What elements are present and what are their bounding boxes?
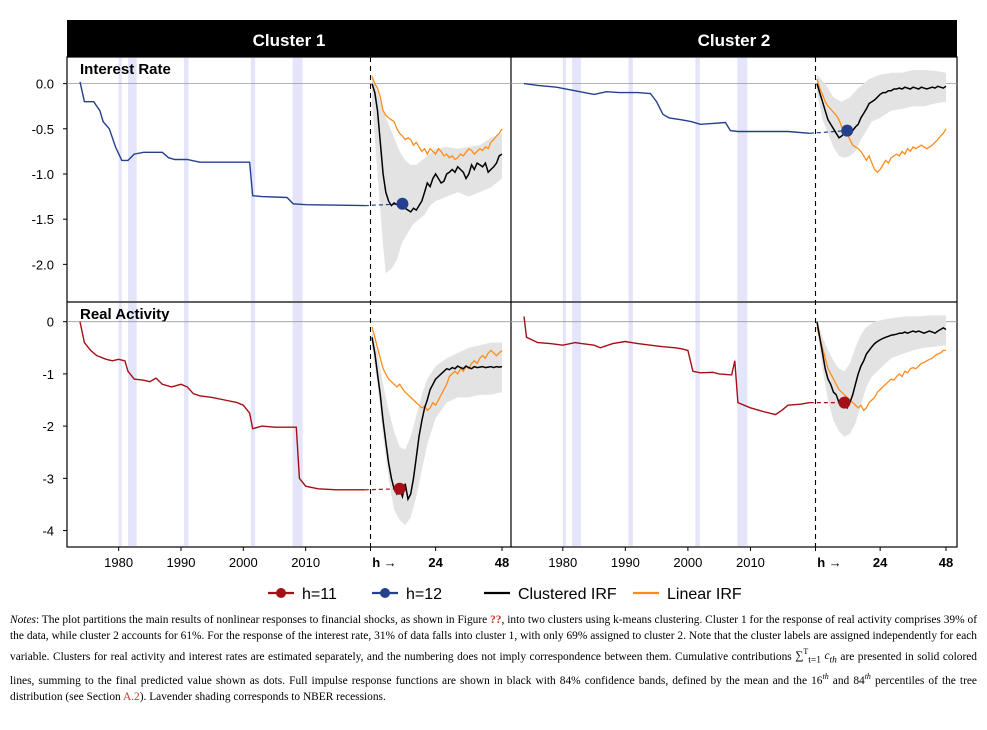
irf-cluster-figure: Cluster 1 Cluster 2 Interest Rate 0.0 -0.5 -1…: [32, 20, 958, 603]
row-title: Real Activity: [80, 306, 170, 323]
linear-irf-line: [371, 76, 503, 161]
clustered-irf-line: [816, 321, 947, 410]
predicted-value-dot: [393, 482, 406, 495]
panel-3: [67, 321, 511, 526]
predicted-value-dot: [838, 396, 851, 409]
panel-2: [511, 70, 957, 174]
legend-label: h=11: [302, 586, 337, 603]
y-tick-label: -1: [42, 367, 54, 382]
x-tick-label: 2000: [229, 555, 258, 570]
cumulative-contribution-line: [523, 82, 810, 134]
recession-band: [184, 58, 189, 301]
cumulative-contribution-line: [79, 321, 365, 491]
panel-1: [67, 74, 511, 274]
clustered-irf-line: [816, 83, 947, 139]
notes-label: Notes: [10, 614, 36, 626]
legend: h=11 h=12 Clustered IRF Linear IRF: [268, 586, 742, 603]
confidence-band: [817, 70, 946, 158]
recession-band: [562, 58, 566, 301]
notes-text-2: , into two clusters using k-means cluste…: [10, 614, 977, 663]
recession-band: [127, 58, 137, 301]
recession-band: [292, 303, 303, 546]
y-tick-label: -3: [42, 471, 54, 486]
cumulative-contribution-line: [523, 316, 811, 416]
row-title: Interest Rate: [80, 61, 171, 78]
nber-recession-shading: [118, 58, 748, 546]
linear-irf-line: [816, 78, 947, 174]
y-tick-label: -1.0: [32, 167, 54, 182]
cumulative-contribution-line: [79, 81, 365, 207]
x-tick-label: 2000: [673, 555, 702, 570]
dot-connector: [809, 129, 848, 134]
recession-band: [250, 303, 256, 546]
recession-band: [628, 58, 633, 301]
panel-header-bar: [67, 20, 957, 57]
predicted-value-dot: [396, 197, 409, 210]
horizon-tick-label: 24: [873, 555, 888, 570]
x-tick-label: 1990: [167, 555, 196, 570]
recession-band: [250, 58, 256, 301]
recession-band: [118, 58, 122, 301]
horizon-tick-label: 48: [939, 555, 953, 570]
y-tick-label: 0.0: [36, 77, 54, 92]
horizon-tick-label: 24: [428, 555, 443, 570]
x-tick-label: 2010: [291, 555, 320, 570]
panel-title-1: Cluster 1: [253, 31, 326, 50]
recession-band: [572, 303, 581, 546]
recession-band: [737, 58, 748, 301]
recession-band: [695, 58, 700, 301]
y-tick-label: -2: [42, 419, 54, 434]
figure-notes: Notes: The plot partitions the main resu…: [10, 614, 978, 704]
figure-reference[interactable]: ??: [490, 614, 502, 626]
y-tick-label: 0: [47, 315, 54, 330]
section-reference[interactable]: A.2: [122, 691, 140, 704]
recession-band: [572, 58, 581, 301]
legend-dot: [380, 588, 390, 598]
recession-band: [695, 303, 700, 546]
recession-band: [127, 303, 137, 546]
horizon-tick-label: h →: [372, 555, 397, 570]
notes-text-3: are presented in solid colored lines, su…: [10, 650, 978, 687]
notes-text-1: : The plot partitions the main results o…: [35, 614, 491, 626]
y-tick-label: -0.5: [32, 122, 54, 137]
x-tick-label: 2010: [736, 555, 765, 570]
sum-formula: ∑Tt=1 cth: [795, 647, 837, 666]
x-tick-label: 1980: [548, 555, 577, 570]
recession-band: [562, 303, 566, 546]
confidence-band: [817, 315, 946, 437]
y-tick-label: -2.0: [32, 257, 54, 272]
linear-irf-line: [371, 326, 503, 412]
y-tick-label: -1.5: [32, 212, 54, 227]
x-tick-label: 1980: [104, 555, 133, 570]
percentile-16: 16th: [811, 671, 829, 687]
recession-band: [628, 303, 633, 546]
y-tick-label: -4: [42, 524, 54, 539]
clustered-irf-line: [371, 83, 503, 213]
recession-band: [118, 303, 122, 546]
horizon-tick-label: 48: [495, 555, 509, 570]
legend-label: Linear IRF: [667, 586, 742, 603]
horizon-tick-label: h →: [817, 555, 842, 570]
recession-band: [184, 303, 189, 546]
percentile-84: 84th: [853, 671, 871, 687]
x-tick-label: 1990: [611, 555, 640, 570]
recession-band: [737, 303, 748, 546]
linear-irf-line: [816, 326, 946, 412]
legend-label: Clustered IRF: [518, 586, 617, 603]
panel-4: [511, 315, 957, 437]
panel-title-2: Cluster 2: [698, 31, 771, 50]
predicted-value-dot: [841, 124, 854, 137]
confidence-band: [372, 74, 502, 274]
legend-dot: [276, 588, 286, 598]
clustered-irf-line: [371, 337, 503, 502]
legend-label: h=12: [406, 586, 442, 603]
notes-text-5: ). Lavender shading corresponds to NBER …: [139, 691, 386, 704]
confidence-band: [372, 332, 502, 526]
recession-band: [292, 58, 303, 301]
notes-text-4: percentiles of the tree distribution (se…: [10, 674, 977, 704]
